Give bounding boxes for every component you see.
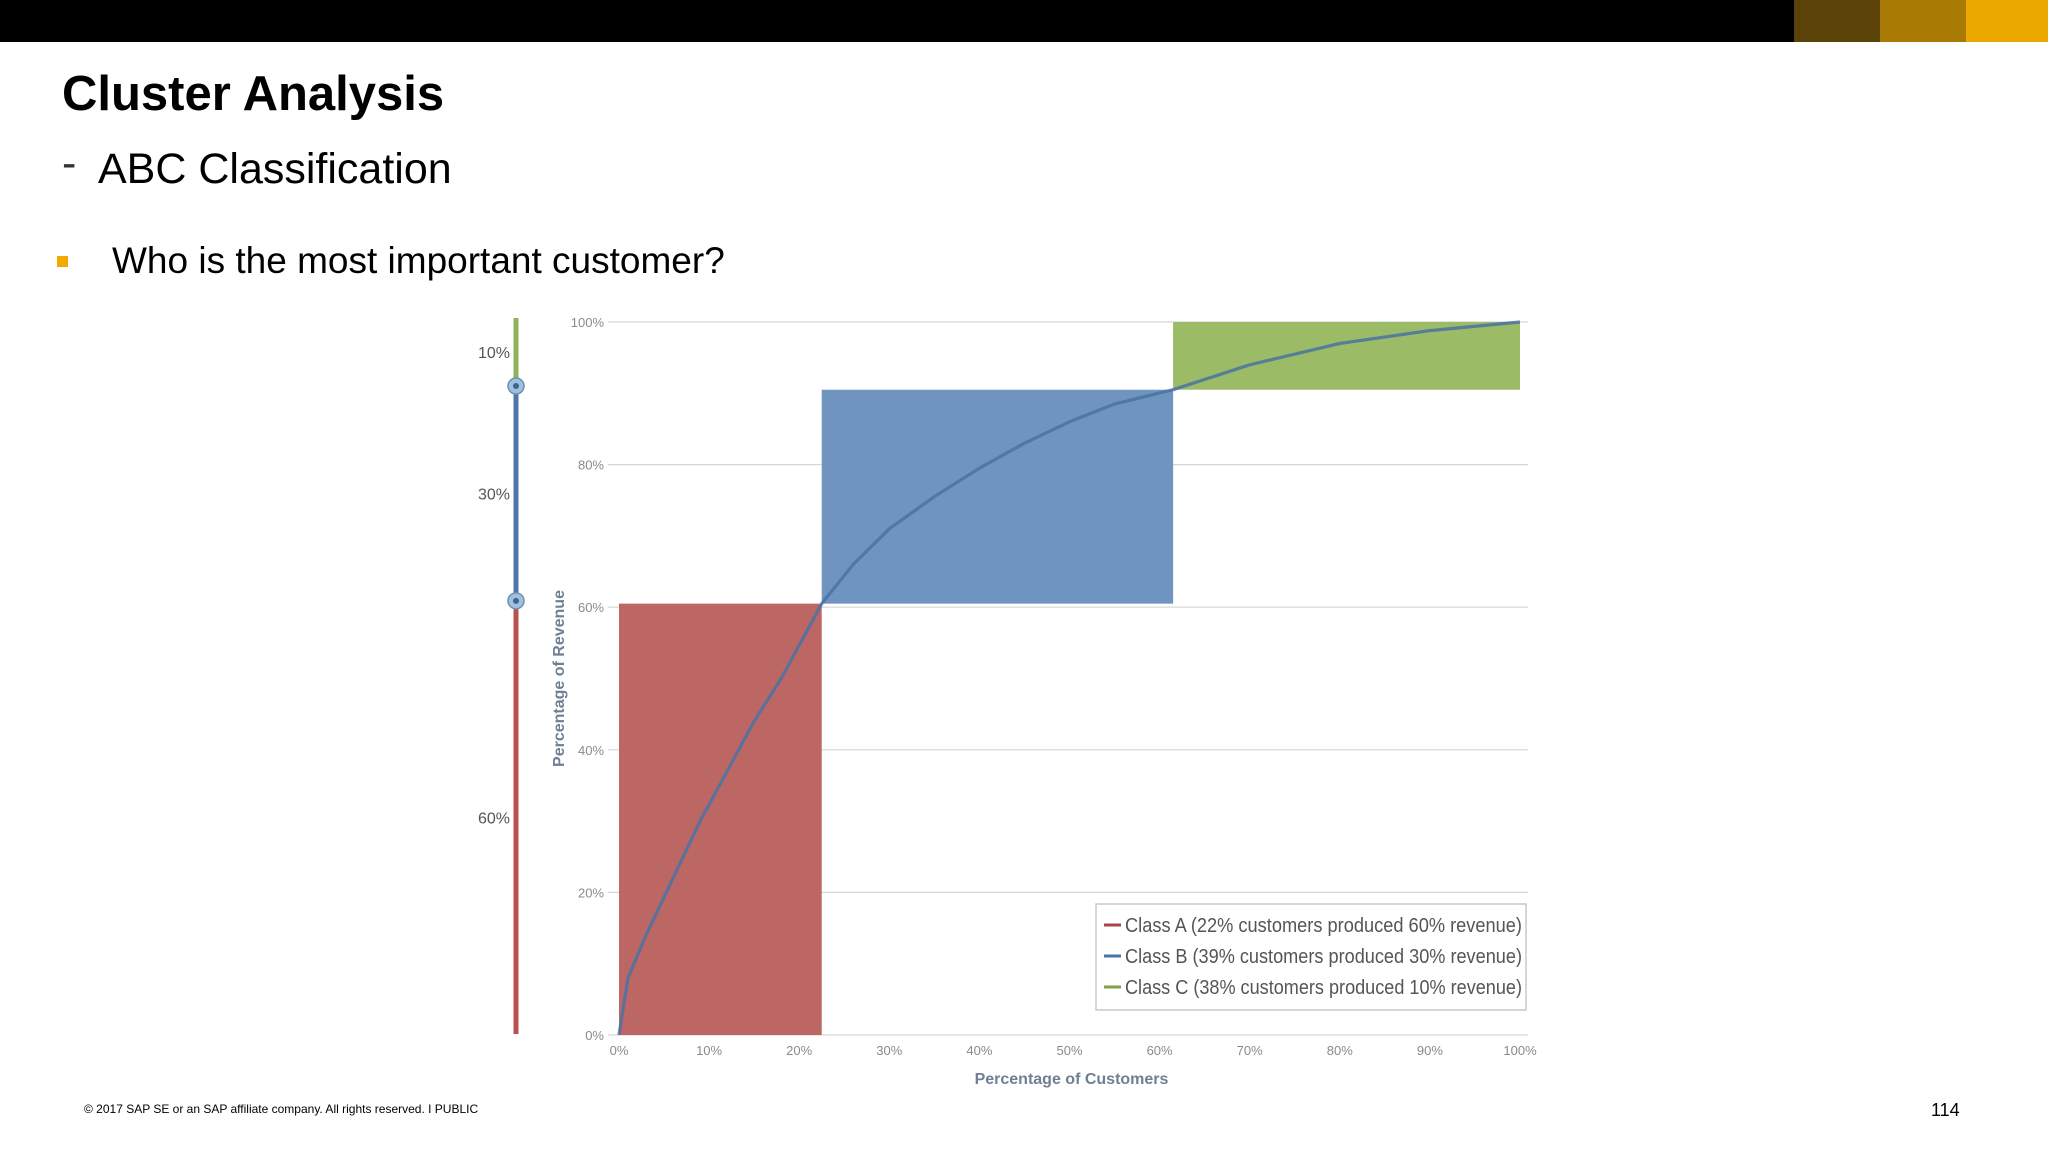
x-tick-label: 40% [966, 1043, 992, 1058]
legend-box [1095, 903, 1527, 1011]
x-tick-label: 60% [1147, 1043, 1173, 1058]
class-rectangles [619, 322, 1520, 1035]
x-tick-label: 50% [1056, 1043, 1082, 1058]
side-bar-label: 60% [478, 810, 510, 827]
accent-swatch-medium [1880, 0, 1966, 42]
y-tick-label: 0% [585, 1028, 604, 1043]
side-bar-handle-dot [513, 597, 519, 604]
cumulative-curve [617, 320, 1521, 1036]
bullet-text: Who is the most important customer? [112, 240, 725, 281]
slide-subtitle: ABC Classification [98, 145, 452, 193]
accent-swatch-light [1966, 0, 2048, 42]
x-tick-label: 100% [1503, 1043, 1537, 1058]
y-tick-label: 60% [578, 600, 604, 615]
class-rect-c [1173, 322, 1520, 390]
x-tick-label: 70% [1237, 1043, 1263, 1058]
x-axis-title: Percentage of Customers [975, 1071, 1169, 1088]
copyright-footer: © 2017 SAP SE or an SAP affiliate compan… [84, 1102, 479, 1116]
x-tick-label: 0% [610, 1043, 629, 1058]
x-tick-label: 80% [1327, 1043, 1353, 1058]
class-rect-a [619, 603, 822, 1035]
legend-entry: Class C (38% customers produced 10% reve… [1125, 977, 1522, 999]
y-tick-label: 20% [578, 885, 604, 900]
top-bar [0, 0, 2048, 42]
y-tick-label: 80% [578, 458, 604, 473]
y-tick-label: 100% [571, 315, 605, 330]
legend: Class A (22% customers produced 60% reve… [1095, 903, 1527, 1011]
legend-entry: Class B (39% customers produced 30% reve… [1125, 946, 1522, 968]
y-axis-title: Percentage of Revenue [551, 590, 568, 767]
y-tick-label: 40% [578, 743, 604, 758]
tick-labels: 0% 20% 40% 60% 80% 100% 0% 10% 20% 30% 40% 50% 60% 70… [571, 315, 1537, 1058]
page-number: 114 [1931, 1100, 1960, 1120]
bullet-square-icon [57, 256, 68, 267]
side-bar-label: 30% [478, 486, 510, 503]
x-tick-label: 10% [696, 1043, 722, 1058]
accent-swatch-dark [1794, 0, 1880, 42]
cumulative-curve-layer [617, 320, 1521, 1036]
side-bar-label: 10% [478, 345, 510, 362]
slide-title: Cluster Analysis [62, 67, 445, 121]
class-rect-b [821, 389, 1174, 604]
side-bar-handle-dot [513, 383, 519, 390]
legend-entry: Class A (22% customers produced 60% reve… [1125, 915, 1522, 937]
subtitle-dash: - [62, 139, 77, 187]
x-tick-label: 20% [786, 1043, 812, 1058]
x-tick-label: 30% [876, 1043, 902, 1058]
side-distribution-bar: 10% 30% 60% [478, 318, 525, 1034]
x-tick-label: 90% [1417, 1043, 1443, 1058]
